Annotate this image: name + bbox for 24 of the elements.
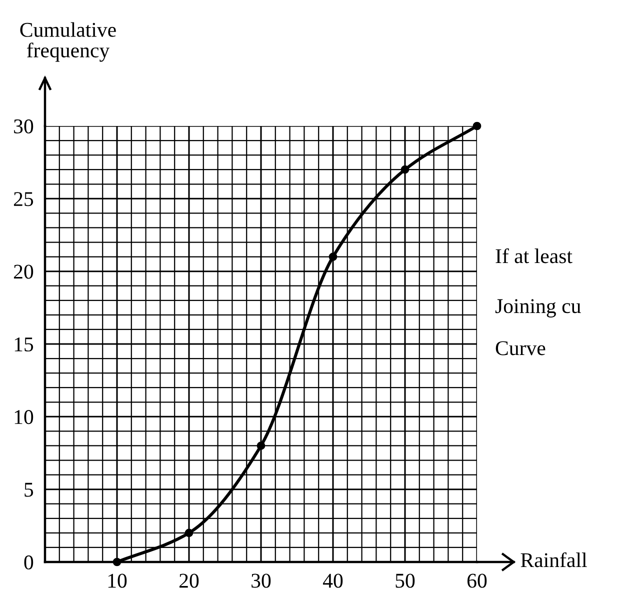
point — [184, 528, 194, 538]
y-tick-label: 5 — [24, 482, 34, 497]
x-tick-label: 10 — [108, 574, 127, 588]
y-tick-label: 20 — [14, 264, 34, 279]
text: Joining cu — [495, 299, 581, 318]
text: If at least — [496, 248, 572, 264]
x-tick-label: 30 — [252, 574, 271, 588]
text: Curve — [496, 341, 546, 356]
point — [400, 165, 410, 174]
y-tick-label: 30 — [14, 119, 34, 134]
x-tick-label: 20 — [180, 574, 199, 588]
point — [112, 558, 122, 566]
point — [256, 442, 266, 450]
y-tick-label: 10 — [14, 410, 34, 424]
point — [472, 122, 482, 130]
y-axis-title: Cumulative frequency — [20, 22, 116, 62]
x-tick-label: 40 — [322, 574, 343, 588]
x-tick-label: 60 — [467, 574, 487, 588]
y-tick-label: 15 — [14, 337, 34, 352]
y-tick-label: 25 — [14, 192, 34, 206]
y-tick-label: 0 — [24, 555, 34, 570]
x-axis-title: Rainfall — [520, 552, 587, 568]
point — [328, 252, 338, 261]
x-tick-label: 50 — [396, 574, 415, 588]
